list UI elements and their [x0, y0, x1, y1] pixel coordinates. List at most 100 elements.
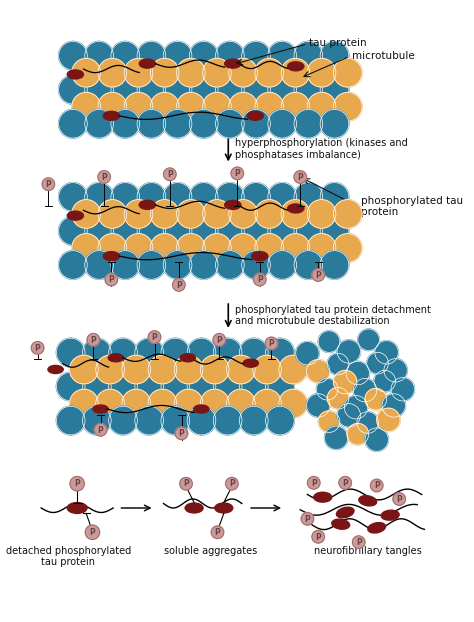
Circle shape — [148, 355, 177, 384]
Text: P: P — [217, 335, 222, 345]
Circle shape — [211, 526, 224, 539]
Circle shape — [82, 372, 111, 401]
Circle shape — [229, 58, 257, 87]
Circle shape — [318, 411, 340, 432]
Circle shape — [384, 359, 407, 382]
Text: P: P — [101, 173, 107, 182]
Circle shape — [111, 183, 139, 211]
Text: P: P — [356, 538, 362, 547]
Circle shape — [96, 355, 124, 384]
Text: P: P — [98, 425, 103, 435]
Ellipse shape — [67, 503, 87, 513]
Circle shape — [173, 279, 185, 291]
Circle shape — [176, 93, 205, 121]
Circle shape — [31, 341, 44, 354]
Circle shape — [216, 183, 244, 211]
Ellipse shape — [139, 59, 155, 68]
Circle shape — [216, 109, 244, 138]
Text: tau protein: tau protein — [309, 38, 367, 48]
Text: P: P — [46, 180, 51, 189]
Circle shape — [307, 200, 336, 228]
Ellipse shape — [247, 111, 264, 120]
Circle shape — [239, 338, 268, 367]
Text: P: P — [91, 335, 96, 345]
Circle shape — [111, 109, 139, 138]
Circle shape — [312, 531, 325, 543]
Circle shape — [59, 109, 87, 138]
Circle shape — [161, 338, 190, 367]
Ellipse shape — [243, 359, 258, 367]
Circle shape — [265, 337, 278, 350]
Circle shape — [82, 406, 111, 435]
Circle shape — [187, 406, 216, 435]
Circle shape — [242, 42, 270, 70]
Text: P: P — [183, 480, 189, 488]
Ellipse shape — [103, 252, 119, 261]
Circle shape — [216, 42, 244, 70]
Ellipse shape — [314, 492, 332, 502]
Text: phosphorylated tau protein detachment
and microtubule destabilization: phosphorylated tau protein detachment an… — [236, 305, 431, 327]
Circle shape — [59, 183, 87, 211]
Circle shape — [344, 396, 368, 419]
Circle shape — [333, 93, 362, 121]
Circle shape — [268, 183, 297, 211]
Circle shape — [164, 168, 176, 180]
Circle shape — [174, 389, 203, 418]
Circle shape — [202, 234, 231, 262]
Circle shape — [253, 355, 282, 384]
Circle shape — [72, 58, 100, 87]
Circle shape — [135, 406, 164, 435]
Circle shape — [85, 42, 113, 70]
Circle shape — [353, 378, 377, 402]
Circle shape — [320, 216, 349, 245]
Text: neurofibrillary tangles: neurofibrillary tangles — [314, 545, 421, 556]
Circle shape — [255, 58, 283, 87]
Circle shape — [268, 109, 297, 138]
Text: P: P — [315, 271, 321, 280]
Circle shape — [111, 75, 139, 104]
Circle shape — [375, 341, 398, 364]
Circle shape — [294, 216, 323, 245]
Circle shape — [190, 183, 218, 211]
Circle shape — [255, 93, 283, 121]
Circle shape — [307, 58, 336, 87]
Circle shape — [294, 183, 323, 211]
Text: P: P — [152, 333, 157, 342]
Circle shape — [294, 42, 323, 70]
Circle shape — [242, 216, 270, 245]
Circle shape — [122, 389, 151, 418]
Text: P: P — [342, 478, 348, 488]
Circle shape — [150, 58, 179, 87]
Circle shape — [320, 109, 349, 138]
Text: P: P — [235, 169, 240, 178]
Circle shape — [72, 93, 100, 121]
Ellipse shape — [215, 503, 233, 513]
Circle shape — [229, 234, 257, 262]
Circle shape — [216, 251, 244, 279]
Ellipse shape — [67, 211, 83, 220]
Circle shape — [42, 178, 55, 190]
Circle shape — [202, 93, 231, 121]
Circle shape — [294, 170, 307, 183]
Circle shape — [94, 424, 107, 436]
Circle shape — [281, 93, 310, 121]
Circle shape — [296, 341, 319, 365]
Circle shape — [327, 388, 349, 409]
Circle shape — [137, 109, 166, 138]
Ellipse shape — [103, 111, 119, 120]
Ellipse shape — [48, 365, 63, 374]
Circle shape — [202, 200, 231, 228]
Circle shape — [124, 93, 153, 121]
Circle shape — [281, 200, 310, 228]
Circle shape — [268, 216, 297, 245]
Circle shape — [148, 331, 161, 343]
Circle shape — [370, 479, 383, 492]
Circle shape — [294, 251, 323, 279]
Text: P: P — [179, 429, 184, 438]
Circle shape — [56, 372, 85, 401]
Circle shape — [320, 251, 349, 279]
Circle shape — [229, 200, 257, 228]
Circle shape — [339, 476, 352, 489]
Circle shape — [85, 109, 113, 138]
Circle shape — [122, 355, 151, 384]
